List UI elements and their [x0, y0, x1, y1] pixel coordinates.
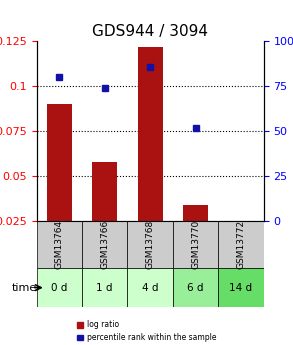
- Text: 14 d: 14 d: [229, 283, 253, 293]
- FancyBboxPatch shape: [127, 268, 173, 307]
- FancyBboxPatch shape: [82, 221, 127, 268]
- Text: 0 d: 0 d: [51, 283, 67, 293]
- FancyBboxPatch shape: [173, 221, 218, 268]
- Text: 1 d: 1 d: [96, 283, 113, 293]
- Bar: [138, 47, 163, 221]
- Bar: [183, 205, 208, 221]
- FancyBboxPatch shape: [37, 268, 82, 307]
- FancyBboxPatch shape: [173, 268, 218, 307]
- FancyBboxPatch shape: [218, 221, 264, 268]
- Title: GDS944 / 3094: GDS944 / 3094: [92, 24, 208, 39]
- Text: GSM13770: GSM13770: [191, 220, 200, 269]
- Text: 4 d: 4 d: [142, 283, 159, 293]
- Text: GSM13766: GSM13766: [100, 220, 109, 269]
- Text: GSM13772: GSM13772: [236, 220, 246, 269]
- Legend: log ratio, percentile rank within the sample: log ratio, percentile rank within the sa…: [74, 317, 219, 345]
- Bar: [92, 162, 117, 221]
- FancyBboxPatch shape: [37, 221, 82, 268]
- Bar: [47, 104, 72, 221]
- FancyBboxPatch shape: [127, 221, 173, 268]
- Text: time: time: [11, 283, 37, 293]
- Text: GSM13768: GSM13768: [146, 220, 155, 269]
- FancyBboxPatch shape: [82, 268, 127, 307]
- FancyBboxPatch shape: [218, 268, 264, 307]
- Text: GSM13764: GSM13764: [55, 220, 64, 269]
- Text: 6 d: 6 d: [187, 283, 204, 293]
